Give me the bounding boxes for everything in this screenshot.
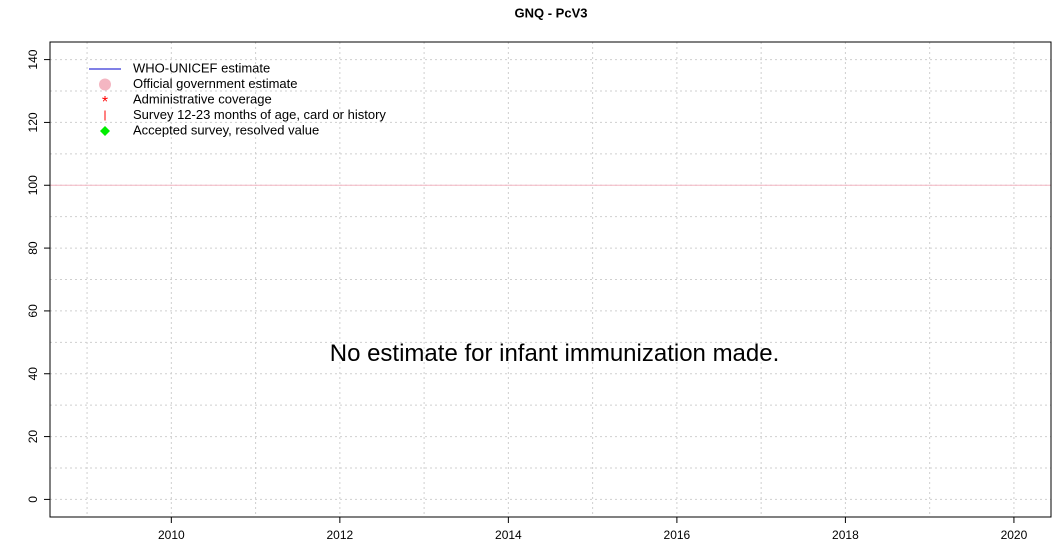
y-tick-label: 140 bbox=[26, 49, 40, 69]
y-tick-label: 60 bbox=[26, 304, 40, 318]
legend-label: Official government estimate bbox=[133, 76, 298, 91]
legend-symbol: * bbox=[102, 94, 108, 111]
y-tick-label: 0 bbox=[26, 496, 40, 503]
y-tick-label: 20 bbox=[26, 430, 40, 444]
y-tick-label: 40 bbox=[26, 367, 40, 381]
y-tick-label: 80 bbox=[26, 241, 40, 255]
legend-label: WHO-UNICEF estimate bbox=[133, 60, 270, 75]
x-tick-label: 2016 bbox=[664, 528, 691, 542]
x-tick-label: 2018 bbox=[832, 528, 859, 542]
x-tick-label: 2014 bbox=[495, 528, 522, 542]
legend-symbol bbox=[99, 78, 111, 91]
legend-label: Accepted survey, resolved value bbox=[133, 122, 319, 137]
y-tick-label: 120 bbox=[26, 112, 40, 132]
legend-label: Survey 12-23 months of age, card or hist… bbox=[133, 107, 386, 122]
chart-title: GNQ - PcV3 bbox=[515, 5, 588, 20]
annotation: No estimate for infant immunization made… bbox=[330, 340, 780, 367]
x-tick-label: 2020 bbox=[1001, 528, 1028, 542]
x-tick-label: 2010 bbox=[158, 528, 185, 542]
y-tick-label: 100 bbox=[26, 175, 40, 195]
x-tick-label: 2012 bbox=[327, 528, 354, 542]
plot-frame bbox=[49, 41, 1052, 518]
legend-label: Administrative coverage bbox=[133, 91, 272, 106]
legend-symbol bbox=[100, 126, 110, 136]
